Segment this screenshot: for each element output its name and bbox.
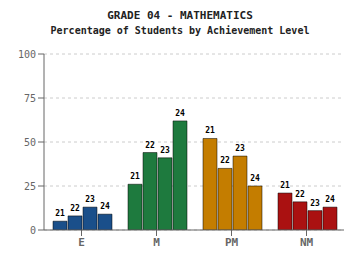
svg-text:PM: PM <box>225 236 239 249</box>
svg-text:22: 22 <box>145 141 155 150</box>
svg-text:21: 21 <box>130 172 140 181</box>
svg-text:21: 21 <box>280 181 290 190</box>
svg-text:24: 24 <box>250 174 260 183</box>
svg-text:M: M <box>153 236 160 249</box>
svg-text:21: 21 <box>55 209 65 218</box>
svg-text:E: E <box>78 236 85 249</box>
svg-text:100: 100 <box>18 49 36 60</box>
svg-text:24: 24 <box>100 202 110 211</box>
svg-text:75: 75 <box>24 93 36 104</box>
svg-text:25: 25 <box>24 181 36 192</box>
svg-text:23: 23 <box>310 199 320 208</box>
svg-text:24: 24 <box>325 195 335 204</box>
svg-text:22: 22 <box>70 204 80 213</box>
svg-text:23: 23 <box>235 144 245 153</box>
svg-text:0: 0 <box>30 225 36 236</box>
svg-text:23: 23 <box>85 195 95 204</box>
svg-text:23: 23 <box>160 146 170 155</box>
svg-text:NM: NM <box>300 236 314 249</box>
svg-text:22: 22 <box>295 190 305 199</box>
svg-text:50: 50 <box>24 137 36 148</box>
svg-text:21: 21 <box>205 126 215 135</box>
html-text:GRADE 04 - MATHEMATICS: GRADE 04 - MATHEMATICS <box>107 9 253 22</box>
svg-text:22: 22 <box>220 156 230 165</box>
svg-text:24: 24 <box>175 109 185 118</box>
html-text:Percentage of Students by Achi: Percentage of Students by Achievement Le… <box>50 25 310 36</box>
